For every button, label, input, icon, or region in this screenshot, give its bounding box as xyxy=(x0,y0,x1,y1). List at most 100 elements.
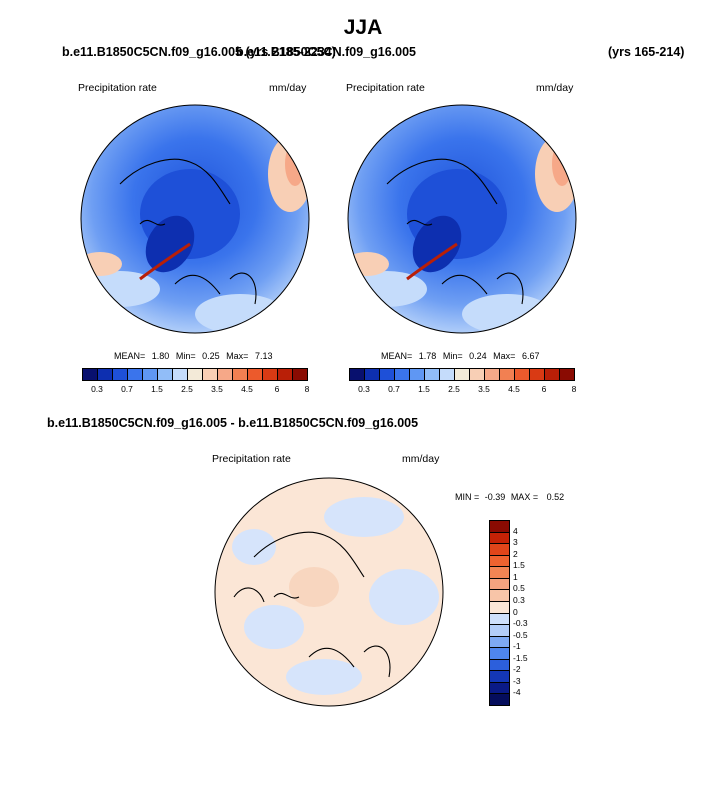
panel3-colorbar-tick-label: 2 xyxy=(513,548,518,559)
panel1-colorbar-tick-label: 0.7 xyxy=(121,384,133,394)
panel1-min-value: 0.25 xyxy=(202,351,220,361)
panel2-colorbar-segment xyxy=(439,368,455,381)
panel2-colorbar-segment xyxy=(499,368,515,381)
panel2-colorbar-tick-label: 8 xyxy=(571,384,577,394)
panel3-colorbar-tick-label: -3 xyxy=(513,675,521,686)
panel3-colorbar-tick-label: 0 xyxy=(513,606,518,617)
panel3-min-value: -0.39 xyxy=(484,492,506,502)
panel3-units-label: mm/day xyxy=(402,453,440,465)
panel3-coastlines xyxy=(233,531,391,678)
panel1-colorbar-segment xyxy=(142,368,158,381)
panel2-colorbar-tick-label: 0.3 xyxy=(358,384,370,394)
panel1-max-label: Max= xyxy=(226,351,249,361)
panel1-colorbar-segment xyxy=(97,368,113,381)
panel2-colorbar-segment xyxy=(484,368,500,381)
panel1-case-title: b.e11.B1850C5CN.f09_g16.005 (yrs 2185-22… xyxy=(62,45,336,59)
panel3-case-title: b.e11.B1850C5CN.f09_g16.005 - b.e11.B185… xyxy=(47,416,419,430)
panel3-colorbar-tick-label: 4 xyxy=(513,525,518,536)
panel2-min-label: Min= xyxy=(442,351,463,361)
panel1-colorbar-tick-label: 1.5 xyxy=(151,384,163,394)
panel3-colorbar-tick-label: -4 xyxy=(513,687,521,698)
panel2-colorbar-tick-label: 2.5 xyxy=(448,384,460,394)
panel2-mean-label: MEAN= xyxy=(381,351,413,361)
panel1-mean-label: MEAN= xyxy=(114,351,146,361)
panel3-neg-4 xyxy=(286,659,362,695)
panel1-colorbar-segment xyxy=(187,368,203,381)
panel1-coastlines xyxy=(119,158,257,305)
panel3-colorbar-tick-label: -0.3 xyxy=(513,618,528,629)
panel1-colorbar-segment xyxy=(112,368,128,381)
panel2-max-value: 6.67 xyxy=(521,351,540,361)
panel1-units-label: mm/day xyxy=(269,82,307,94)
panel2-colorbar-tick-label: 4.5 xyxy=(508,384,520,394)
panel3-max-value: 0.52 xyxy=(546,492,565,502)
panel3-colorbar xyxy=(489,520,510,706)
panel2-colorbar-tick-label: 3.5 xyxy=(478,384,490,394)
panel1-colorbar-segment xyxy=(127,368,143,381)
panel2-colorbar-segment xyxy=(559,368,575,381)
panel3-neg-5 xyxy=(232,529,276,565)
panel3-neg-2 xyxy=(369,569,439,625)
panel2-colorbar-tick-label: 6 xyxy=(541,384,547,394)
panel3-colorbar-tick-label: 0.3 xyxy=(513,594,525,605)
panel2-south-light xyxy=(348,271,427,307)
panel2-max-label: Max= xyxy=(493,351,516,361)
panel1-colorbar-tick-label: 0.3 xyxy=(91,384,103,394)
panel2-atlantic-warm xyxy=(348,252,389,276)
panel1-colorbar-segment xyxy=(157,368,173,381)
panel2-mean-value: 1.78 xyxy=(418,351,437,361)
panel1-polar-map xyxy=(80,104,310,334)
panel3-colorbar-tick-label: 3 xyxy=(513,537,518,548)
panel2-map-border xyxy=(347,104,577,334)
panel2-polar-map xyxy=(347,104,577,334)
panel3-max-label: MAX = xyxy=(510,492,539,502)
panel2-case-title: b.e11.B1850C5CN.f09_g16.005 xyxy=(236,45,416,59)
panel2-greenland-low xyxy=(412,215,462,273)
main-title: JJA xyxy=(343,16,383,39)
panel1-colorbar-tick-label: 4.5 xyxy=(241,384,253,394)
panel2-colorbar-segment xyxy=(529,368,545,381)
panel2-colorbar xyxy=(349,368,575,381)
panel3-colorbar-tick-label: 1 xyxy=(513,571,518,582)
panel3-polar-map xyxy=(214,477,444,707)
panel1-colorbar-segment xyxy=(172,368,188,381)
panel3-colorbar-segment xyxy=(489,693,510,706)
panel1-map-border xyxy=(80,104,310,334)
panel1-colorbar-segment xyxy=(262,368,278,381)
panel2-colorbar-segment xyxy=(514,368,530,381)
panel2-colorbar-segment xyxy=(469,368,485,381)
panel2-years: (yrs 165-214) xyxy=(608,45,685,59)
panel2-colorbar-segment xyxy=(364,368,380,381)
panel2-storm-track xyxy=(406,242,458,281)
panel1-max-value: 7.13 xyxy=(254,351,273,361)
panel3-colorbar-tick-label: -0.5 xyxy=(513,629,528,640)
panel1-variable-label: Precipitation rate xyxy=(78,82,157,94)
panel2-min-value: 0.24 xyxy=(469,351,487,361)
panel1-colorbar-segment xyxy=(232,368,248,381)
panel3-min-label: MIN = xyxy=(455,492,480,502)
panel3-variable-label: Precipitation rate xyxy=(212,453,291,465)
panel2-colorbar-tick-label: 1.5 xyxy=(418,384,430,394)
panel2-colorbar-segment xyxy=(424,368,440,381)
panel3-colorbar-tick-label: -1.5 xyxy=(513,652,528,663)
panel1-colorbar-tick-label: 8 xyxy=(304,384,310,394)
panel1-colorbar-segment xyxy=(217,368,233,381)
panel1-colorbar-segment xyxy=(277,368,293,381)
panel1-colorbar-segment xyxy=(82,368,98,381)
panel1-colorbar-tick-label: 2.5 xyxy=(181,384,193,394)
panel1-colorbar xyxy=(82,368,308,381)
panel2-coastlines xyxy=(386,158,524,305)
panel3-colorbar-tick-label: 1.5 xyxy=(513,560,525,571)
panel3-colorbar-tick-label: -1 xyxy=(513,641,521,652)
panel3-colorbar-tick-label: -2 xyxy=(513,664,521,675)
panel3-colorbar-labels: 4 3 2 1.5 1 0.5 0.3 0 -0.3 -0.5 -1 -1.5 -2 -3 -4 xyxy=(513,520,543,705)
panel1-colorbar-segment xyxy=(202,368,218,381)
panel2-variable-label: Precipitation rate xyxy=(346,82,425,94)
panel1-atlantic-warm xyxy=(81,252,122,276)
panel1-colorbar-segment xyxy=(247,368,263,381)
panel3-map-border xyxy=(214,477,444,707)
panel1-mean-value: 1.80 xyxy=(151,351,170,361)
panel2-colorbar-segment xyxy=(349,368,365,381)
panel2-colorbar-tick-label: 0.7 xyxy=(388,384,400,394)
panel3-neg-1 xyxy=(324,497,404,537)
